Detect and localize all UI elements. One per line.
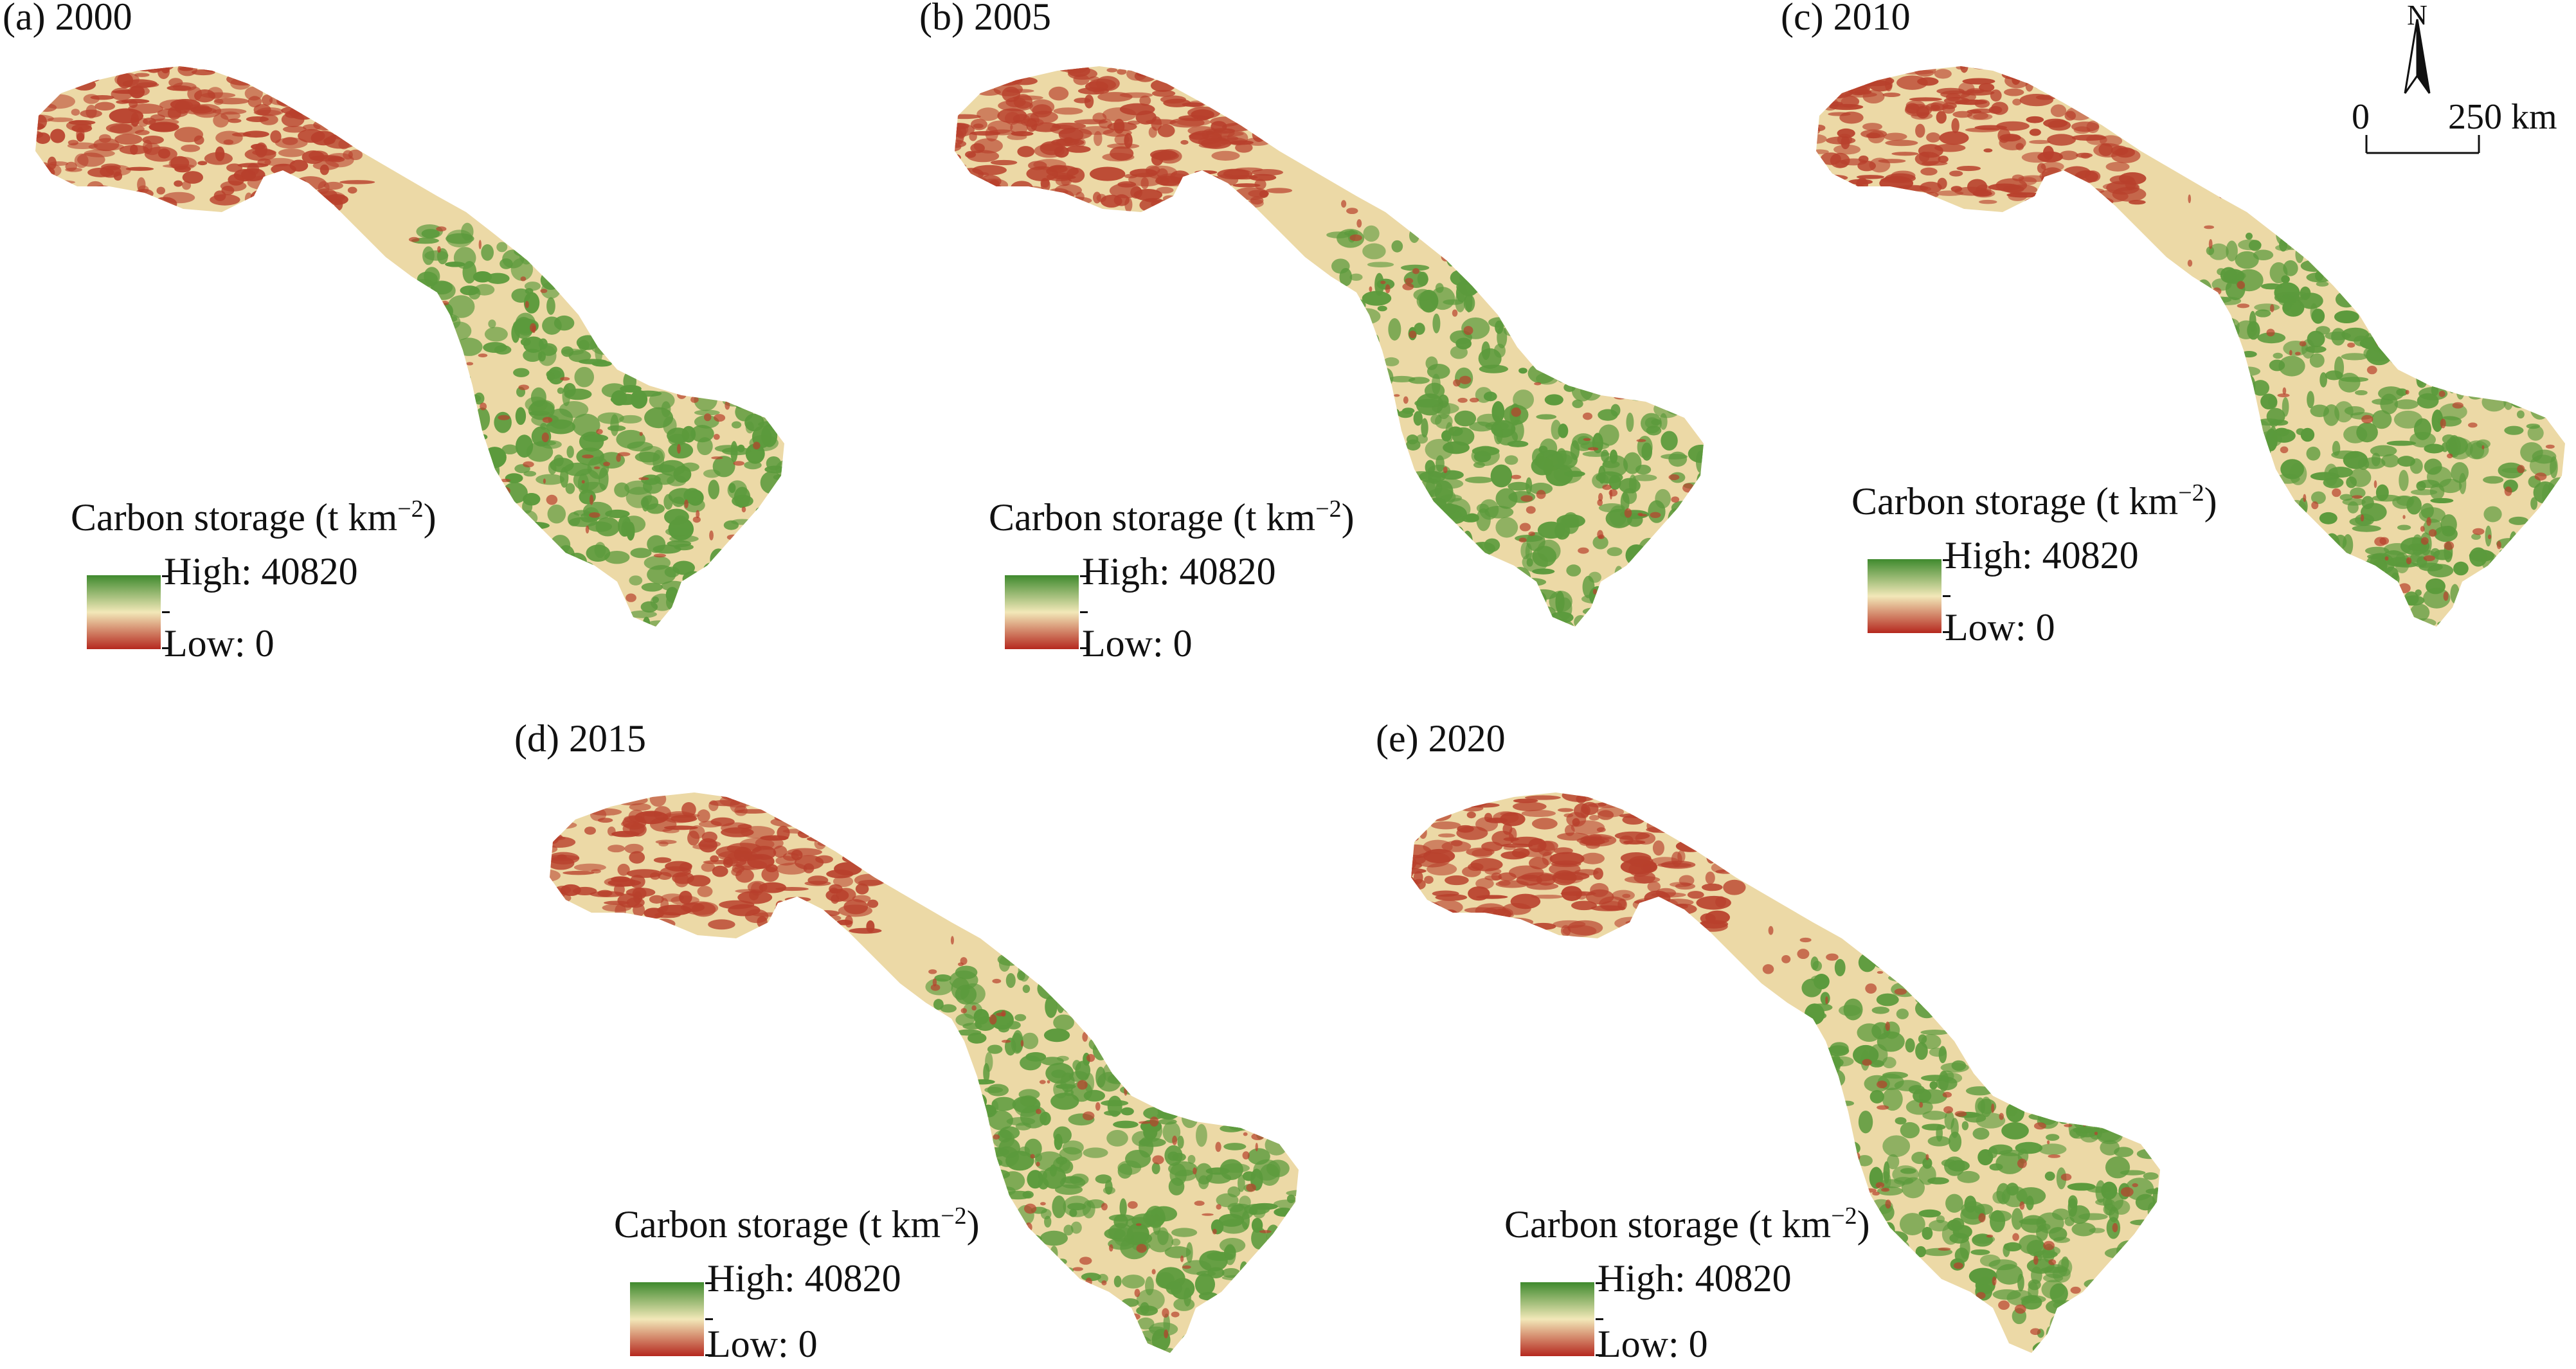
tick-mark — [1596, 1282, 1603, 1284]
legend-title: Carbon storage (t km−2) — [1504, 1203, 1870, 1246]
tick-mark — [162, 647, 170, 649]
legend-title: Carbon storage (t km−2) — [989, 496, 1355, 539]
legend-high-label: High: 40820 — [1598, 1257, 1792, 1300]
color-ramp — [630, 1282, 704, 1356]
tick-mark — [705, 1318, 713, 1320]
tick-mark — [1080, 611, 1088, 613]
tick-mark — [162, 611, 170, 613]
basin-land — [550, 792, 1299, 1353]
basin-land — [1816, 66, 2565, 627]
tick-mark — [162, 575, 170, 577]
color-ramp — [87, 575, 161, 649]
north-arrow-icon: N — [2395, 0, 2440, 96]
basin-map — [1816, 66, 2565, 627]
basin-map — [35, 66, 784, 627]
scale-start-label: 0 — [2352, 97, 2370, 137]
legend-high-label: High: 40820 — [1945, 534, 2139, 577]
legend-low-label: Low: 0 — [1082, 622, 1193, 665]
legend-low-label: Low: 0 — [1945, 606, 2055, 649]
panel-title: (b) 2005 — [919, 0, 1051, 38]
tick-mark — [1943, 595, 1950, 597]
color-ramp — [1520, 1282, 1594, 1356]
legend-high-label: High: 40820 — [707, 1257, 901, 1300]
panel-title: (a) 2000 — [3, 0, 132, 38]
tick-mark — [1596, 1318, 1603, 1320]
basin-map — [1411, 792, 2160, 1353]
tick-mark — [1943, 631, 1950, 633]
tick-mark — [1943, 559, 1950, 561]
legend-low-label: Low: 0 — [164, 622, 275, 665]
tick-mark — [1596, 1354, 1603, 1356]
legend-low-label: Low: 0 — [1598, 1323, 1708, 1365]
legend-low-label: Low: 0 — [707, 1323, 818, 1365]
scale-end-label: 250 km — [2448, 97, 2557, 137]
scale-bar — [2364, 96, 2493, 154]
tick-mark — [705, 1282, 713, 1284]
legend-high-label: High: 40820 — [1082, 550, 1276, 593]
legend-high-label: High: 40820 — [164, 550, 358, 593]
color-ramp — [1005, 575, 1079, 649]
panel-title: (c) 2010 — [1781, 0, 1911, 38]
legend-title: Carbon storage (t km−2) — [71, 496, 437, 539]
basin-map — [955, 66, 1704, 627]
tick-mark — [1080, 575, 1088, 577]
tick-mark — [705, 1354, 713, 1356]
legend-title: Carbon storage (t km−2) — [1851, 479, 2217, 523]
tick-mark — [1080, 647, 1088, 649]
panel-title: (e) 2020 — [1376, 717, 1506, 760]
legend-title: Carbon storage (t km−2) — [614, 1203, 980, 1246]
color-ramp — [1868, 559, 1941, 633]
panel-title: (d) 2015 — [514, 717, 646, 760]
basin-map — [550, 792, 1299, 1353]
